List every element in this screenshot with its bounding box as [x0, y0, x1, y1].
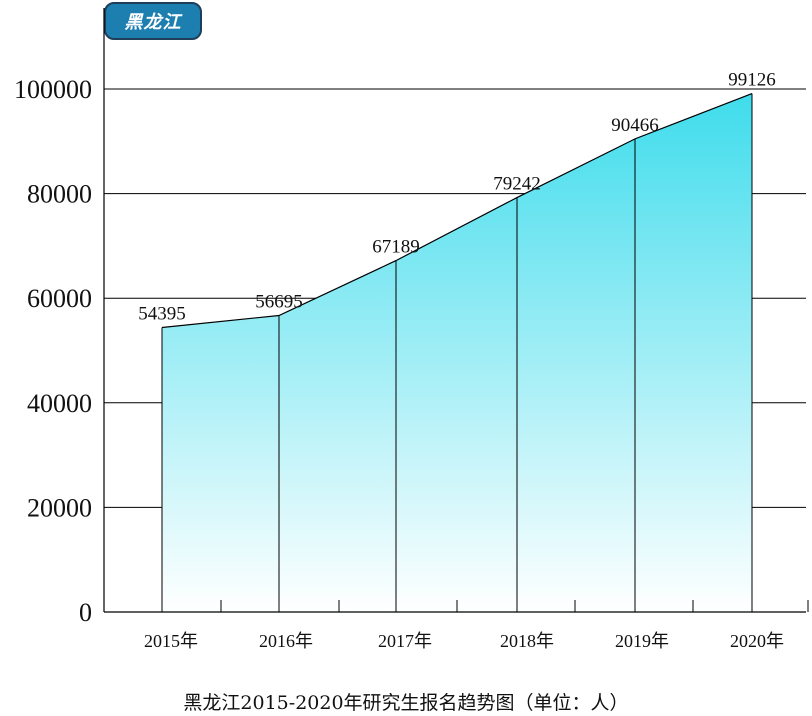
x-axis-ticks: 2015年 2016年 2017年 2018年 2019年 2020年 [144, 631, 784, 651]
x-tick-label: 2018年 [500, 631, 554, 651]
y-axis-ticks: 0 20000 40000 60000 80000 100000 [14, 75, 92, 627]
y-tick-label: 100000 [14, 75, 92, 104]
data-label: 90466 [611, 115, 659, 136]
y-tick-label: 60000 [27, 284, 92, 313]
data-label: 67189 [372, 237, 420, 258]
x-tick-label: 2016年 [259, 631, 313, 651]
x-tick-label: 2017年 [378, 631, 432, 651]
axes [103, 8, 809, 613]
region-badge-label: 黑龙江 [124, 12, 182, 33]
y-tick-label: 20000 [27, 493, 92, 522]
data-label: 54395 [138, 304, 186, 325]
data-label: 56695 [255, 291, 303, 312]
x-tick-label: 2019年 [615, 631, 669, 651]
data-labels: 54395 56695 67189 79242 90466 99126 [138, 70, 776, 325]
region-badge: 黑龙江 [104, 2, 202, 40]
x-tick-label: 2015年 [144, 631, 198, 651]
series-line [161, 93, 753, 329]
data-label: 99126 [728, 70, 776, 91]
y-tick-label: 80000 [27, 180, 92, 209]
x-tick-label: 2020年 [730, 631, 784, 651]
area-fill [162, 93, 752, 612]
chart-caption: 黑龙江2015-2020年研究生报名趋势图（单位：人） [183, 692, 629, 714]
y-tick-label: 0 [79, 598, 92, 627]
y-tick-label: 40000 [27, 389, 92, 418]
data-label: 79242 [493, 174, 541, 195]
area-series [161, 93, 753, 612]
